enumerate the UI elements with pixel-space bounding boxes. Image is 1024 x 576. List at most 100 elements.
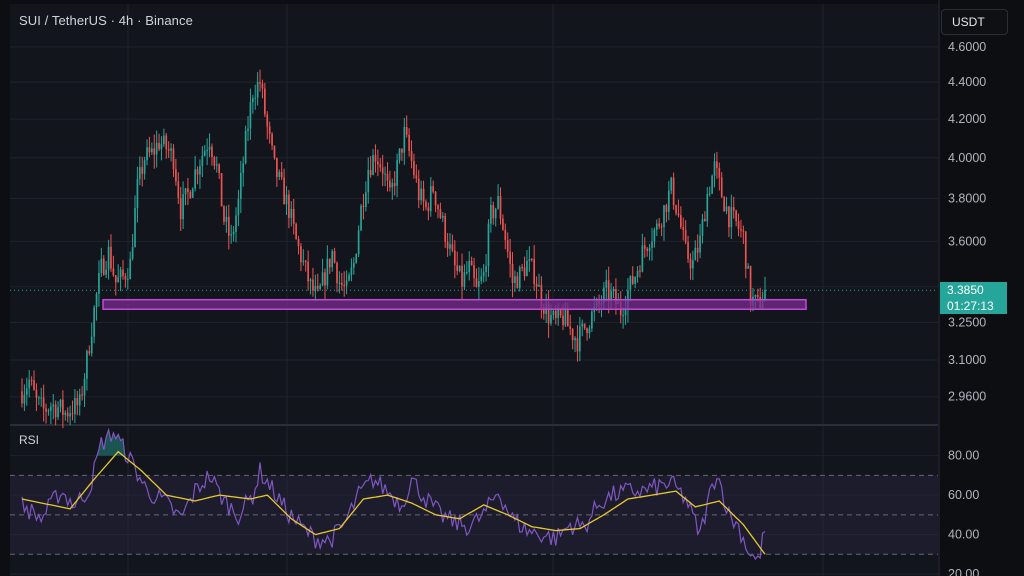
candle-body	[615, 289, 617, 304]
candle-body	[535, 283, 538, 287]
candle-body	[98, 272, 100, 294]
candle-body	[422, 188, 425, 202]
candle-body	[235, 215, 237, 232]
candle-body	[523, 267, 526, 277]
candle-body	[83, 378, 86, 396]
candle-body	[603, 287, 605, 304]
candle-body	[485, 266, 487, 273]
candle-body	[146, 147, 148, 161]
symbol-title[interactable]: SUI / TetherUS · 4h · Binance	[19, 13, 193, 28]
candle-body	[504, 229, 507, 241]
candle-body	[689, 258, 692, 269]
candle-body	[514, 276, 516, 283]
candle-body	[117, 277, 120, 283]
candle-body	[451, 244, 454, 251]
candle-body	[74, 398, 76, 414]
candle-body	[52, 404, 55, 407]
rsi-overbought-fill	[115, 434, 119, 456]
candle-body	[357, 230, 360, 255]
candle-body	[475, 278, 478, 287]
candle-body	[148, 147, 151, 153]
candle-body	[453, 250, 456, 266]
candle-body	[307, 261, 309, 282]
candle-body	[403, 126, 406, 153]
candle-body	[331, 251, 334, 268]
candle-body	[336, 262, 338, 284]
candle-body	[716, 161, 718, 169]
candle-body	[64, 412, 67, 415]
price-tick-label: 4.2000	[948, 112, 986, 126]
rsi-label[interactable]: RSI	[19, 433, 40, 447]
price-tick-label: 4.6000	[948, 40, 986, 54]
candle-body	[730, 207, 733, 228]
price-tick-label: 3.1000	[948, 353, 986, 367]
candle-body	[365, 192, 367, 207]
candle-body	[612, 289, 615, 292]
candle-body	[639, 270, 641, 272]
candle-body	[227, 216, 230, 236]
candle-body	[533, 259, 536, 284]
candle-body	[37, 397, 40, 399]
candle-body	[203, 151, 206, 156]
candle-body	[434, 191, 437, 206]
candle-body	[81, 394, 83, 396]
candle-body	[478, 281, 480, 287]
candle-body	[360, 205, 362, 231]
candle-body	[718, 168, 721, 178]
candle-body	[268, 126, 271, 134]
candle-body	[280, 171, 283, 178]
candle-body	[374, 155, 377, 162]
candle-body	[47, 410, 50, 412]
candle-body	[461, 265, 463, 287]
candle-body	[324, 272, 326, 286]
candle-body	[93, 307, 95, 337]
candle-body	[333, 251, 336, 263]
candle-body	[405, 126, 408, 135]
candle-body	[547, 303, 550, 324]
candle-body	[86, 351, 88, 379]
candle-body	[191, 188, 194, 198]
candle-body	[764, 289, 766, 302]
candle-body	[675, 205, 677, 214]
candle-body	[631, 276, 634, 284]
candle-body	[218, 164, 221, 174]
candle-body	[511, 263, 514, 283]
candle-body	[480, 276, 483, 282]
candle-body	[458, 265, 461, 271]
candle-body	[355, 254, 358, 263]
candle-body	[492, 205, 495, 219]
candle-body	[737, 221, 740, 229]
candle-body	[720, 177, 723, 198]
candle-body	[348, 274, 350, 281]
candle-body	[420, 188, 422, 201]
candle-body	[725, 206, 728, 212]
candle-body	[610, 291, 612, 301]
candle-body	[107, 246, 110, 270]
price-tick-label: 4.4000	[948, 75, 986, 89]
candle-body	[122, 269, 124, 276]
candle-body	[566, 310, 569, 327]
candle-body	[446, 241, 449, 249]
candle-body	[35, 390, 38, 398]
candle-body	[393, 183, 396, 186]
candle-body	[391, 183, 394, 188]
rsi-tick-label: 60.00	[948, 488, 979, 502]
candle-body	[69, 413, 71, 417]
candle-body	[756, 295, 759, 297]
candle-body	[432, 186, 435, 192]
bar-countdown-tag: 01:27:13	[940, 298, 1007, 315]
candle-body	[425, 201, 427, 208]
candle-body	[350, 267, 353, 275]
currency-button[interactable]: USDT	[941, 9, 1008, 35]
candle-body	[728, 206, 730, 228]
candle-body	[297, 239, 300, 247]
candle-body	[33, 380, 35, 391]
candle-body	[66, 412, 69, 417]
candle-body	[163, 135, 165, 145]
candle-body	[396, 160, 398, 186]
candle-body	[256, 81, 259, 98]
rsi-overbought-fill	[108, 429, 111, 456]
candle-body	[254, 97, 257, 99]
candle-body	[663, 205, 665, 228]
